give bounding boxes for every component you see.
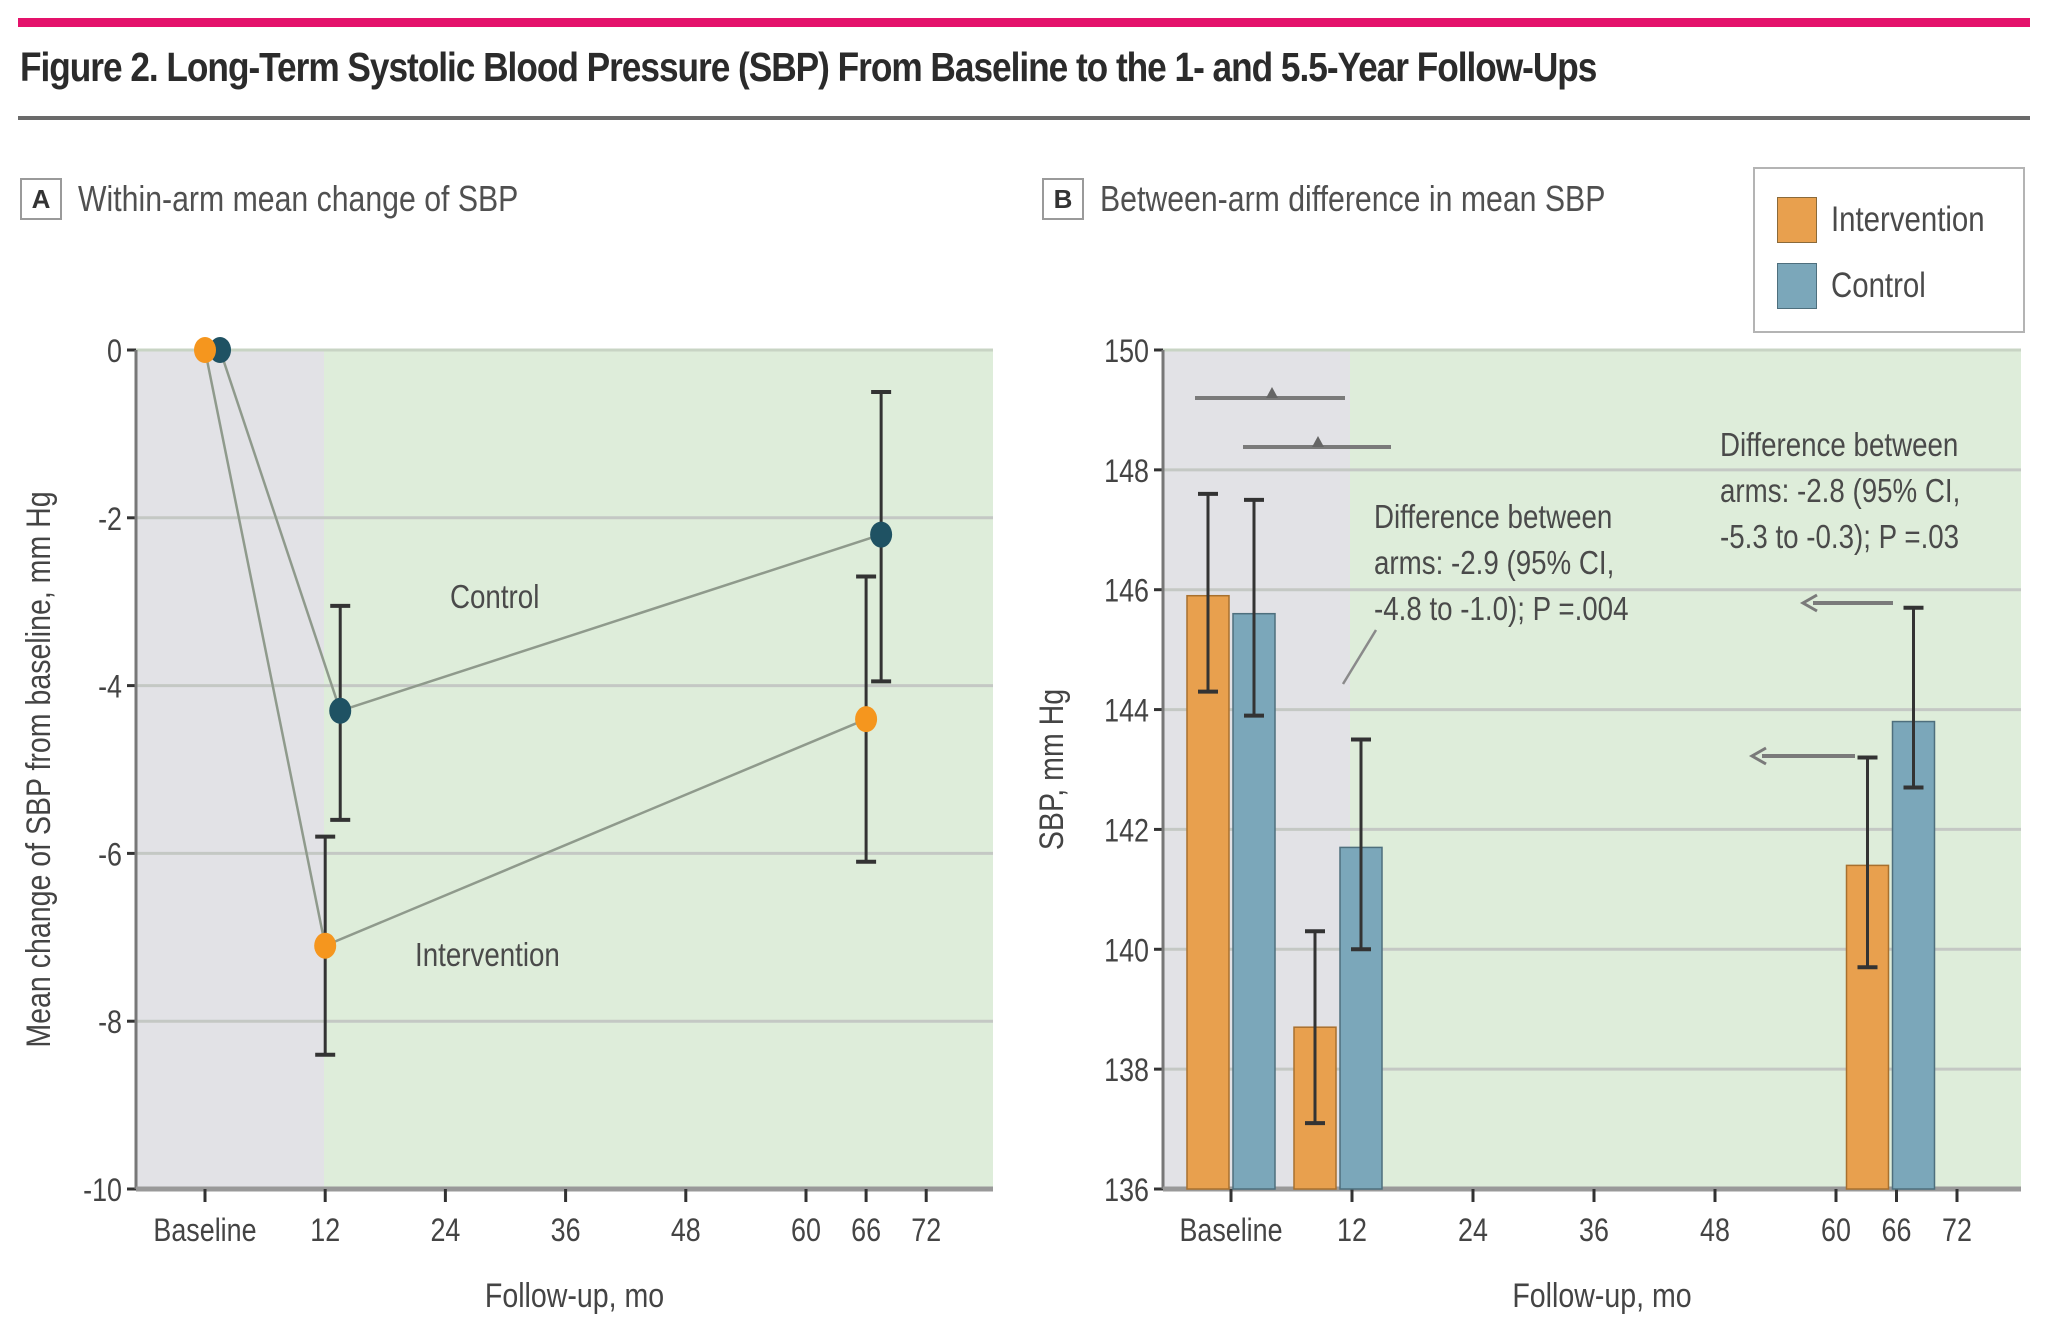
data-point-control	[870, 521, 893, 548]
annotation-66mo: Difference between arms: -2.8 (95% CI, -…	[1720, 422, 1960, 560]
significance-marker	[1312, 436, 1324, 447]
figure-title: Figure 2. Long-Term Systolic Blood Press…	[20, 44, 1597, 90]
panel-a-xtick-label: 72	[911, 1213, 941, 1249]
panel-b-xtick-label: 66	[1882, 1213, 1912, 1249]
annotation-pointer	[1341, 629, 1378, 685]
panel-b-xtick-label: 36	[1579, 1213, 1609, 1249]
annotation-66mo-line1: Difference between	[1720, 426, 1959, 463]
panel-a-header: A Within-arm mean change of SBP	[20, 178, 602, 220]
annotation-12mo-line3: -4.8 to -1.0); P =.004	[1374, 590, 1629, 627]
significance-marker	[1266, 387, 1278, 398]
panel-a-baseline-region	[136, 350, 324, 1189]
panel-a-heading: Within-arm mean change of SBP	[78, 178, 519, 219]
panel-a-xtick-label: 12	[310, 1213, 340, 1249]
annotation-12mo-line1: Difference between	[1374, 498, 1613, 535]
panel-b-ytick-label: 150	[1104, 334, 1149, 370]
label-control: Control	[450, 578, 540, 615]
data-point-intervention	[314, 932, 337, 959]
panel-a-ytick-label: -2	[98, 502, 122, 538]
panel-b-ytick-label: 138	[1104, 1053, 1149, 1089]
legend-swatch-control	[1777, 263, 1817, 309]
panel-b-xtick-label: 24	[1458, 1213, 1488, 1249]
annotation-12mo: Difference between arms: -2.9 (95% CI, -…	[1374, 494, 1629, 632]
bar-control	[1339, 846, 1383, 1190]
panel-a-chart: 0 -2 -4 -6 -8 -10 Baseline 12 24 36 48 60 66 72 Follow…	[20, 334, 993, 1315]
data-point-control	[329, 697, 352, 724]
panel-b-ytick-label: 142	[1104, 813, 1149, 849]
panel-a-xtick-label: 24	[430, 1213, 460, 1249]
legend: Intervention Control	[1753, 167, 2025, 333]
panel-b-ytick-label: 136	[1104, 1173, 1149, 1209]
panel-b-header: B Between-arm difference in mean SBP	[1042, 178, 1702, 220]
panel-b-xtick-label: 60	[1821, 1213, 1851, 1249]
legend-label-control: Control	[1831, 266, 1926, 305]
title-divider	[18, 116, 2030, 120]
data-point-intervention	[855, 706, 878, 733]
panel-b-ytick-label: 146	[1104, 574, 1149, 610]
arrow-control-66mo-head	[1799, 593, 1818, 613]
arrow-intervention-66mo-head	[1748, 746, 1767, 766]
annotation-66mo-line2: arms: -2.8 (95% CI,	[1720, 472, 1961, 509]
panel-b-xtick-label: 72	[1942, 1213, 1972, 1249]
legend-item-control: Control	[1777, 263, 1944, 309]
panel-b-ytick-label: 148	[1104, 454, 1149, 490]
panel-a-ytick-label: -6	[98, 837, 122, 873]
panel-a-y-axis-title: Mean change of SBP from baseline, mm Hg	[20, 491, 58, 1047]
panel-a-letter: A	[20, 178, 62, 220]
panel-b-y-axis-title: SBP, mm Hg	[1033, 689, 1071, 850]
panel-a-ytick-label: -4	[98, 669, 122, 705]
data-point-intervention	[194, 337, 216, 363]
panel-a-ytick-label: -8	[98, 1005, 122, 1041]
panel-a-x-axis-title: Follow-up, mo	[485, 1277, 664, 1315]
panel-a-xtick-label: 48	[671, 1213, 701, 1249]
legend-label-intervention: Intervention	[1831, 200, 1985, 239]
panel-b-ytick-label: 140	[1104, 933, 1149, 969]
panel-a-ytick-label: 0	[107, 334, 122, 370]
label-intervention: Intervention	[415, 936, 560, 973]
annotation-12mo-line2: arms: -2.9 (95% CI,	[1374, 544, 1615, 581]
panel-b-chart: 136 138 140 142 144 146 148 150 Baseline 12 24 36 48…	[1033, 334, 2021, 1315]
panel-b-heading: Between-arm difference in mean SBP	[1100, 178, 1606, 219]
legend-swatch-intervention	[1777, 197, 1817, 243]
bar-control	[1891, 720, 1936, 1190]
panel-a-xtick-label: 60	[791, 1213, 821, 1249]
panel-b-letter: B	[1042, 178, 1084, 220]
panel-b-x-axis-title: Follow-up, mo	[1512, 1277, 1691, 1315]
panel-a-xtick-label: Baseline	[153, 1213, 256, 1249]
panel-b-ytick-label: 144	[1104, 693, 1149, 729]
panel-b-xtick-label: Baseline	[1179, 1213, 1282, 1249]
panel-b-xtick-label: 48	[1700, 1213, 1730, 1249]
accent-bar	[18, 18, 2030, 27]
panel-a-xtick-label: 36	[551, 1213, 581, 1249]
panel-a-xtick-label: 66	[851, 1213, 881, 1249]
panel-a-ytick-label: -10	[83, 1173, 122, 1209]
panel-a-followup-region	[324, 350, 993, 1189]
panel-b-xtick-label: 12	[1337, 1213, 1367, 1249]
legend-item-intervention: Intervention	[1777, 197, 2014, 243]
annotation-66mo-line3: -5.3 to -0.3); P =.03	[1720, 518, 1960, 555]
